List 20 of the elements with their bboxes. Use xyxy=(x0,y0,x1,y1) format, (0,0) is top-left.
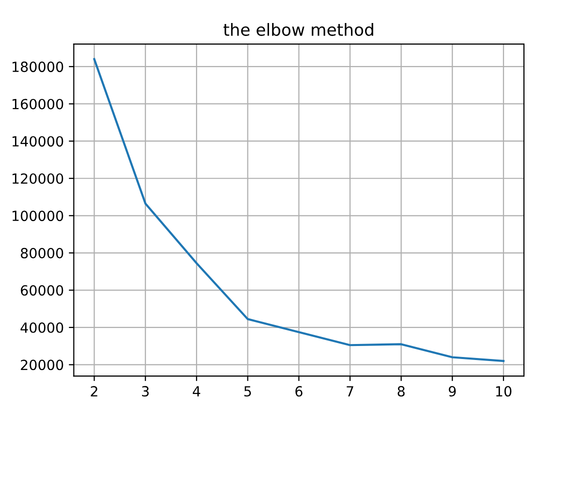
y-tick-label: 40000 xyxy=(20,322,64,333)
y-tick-label: 160000 xyxy=(12,98,64,110)
chart-title: the elbow method xyxy=(224,23,374,36)
y-tick-label: 60000 xyxy=(20,285,64,296)
x-tick-label: 7 xyxy=(346,386,354,396)
y-tick-label: 20000 xyxy=(20,360,64,370)
x-tick-label: 2 xyxy=(90,386,98,396)
x-tick-label: 3 xyxy=(142,386,149,397)
x-tick-label: 8 xyxy=(398,386,405,397)
y-tick-label: 100000 xyxy=(12,210,64,222)
y-tick-label: 180000 xyxy=(12,62,64,72)
y-tick-label: 140000 xyxy=(12,136,64,147)
x-tick-label: 9 xyxy=(448,386,456,397)
x-tick-label: 4 xyxy=(192,386,200,396)
y-tick-label: 120000 xyxy=(12,173,64,184)
x-tick-label: 5 xyxy=(244,386,251,397)
line-series xyxy=(93,58,505,362)
x-tick-label: 6 xyxy=(295,386,302,397)
y-tick-label: 80000 xyxy=(20,248,64,258)
x-tick-label: 10 xyxy=(496,386,512,397)
